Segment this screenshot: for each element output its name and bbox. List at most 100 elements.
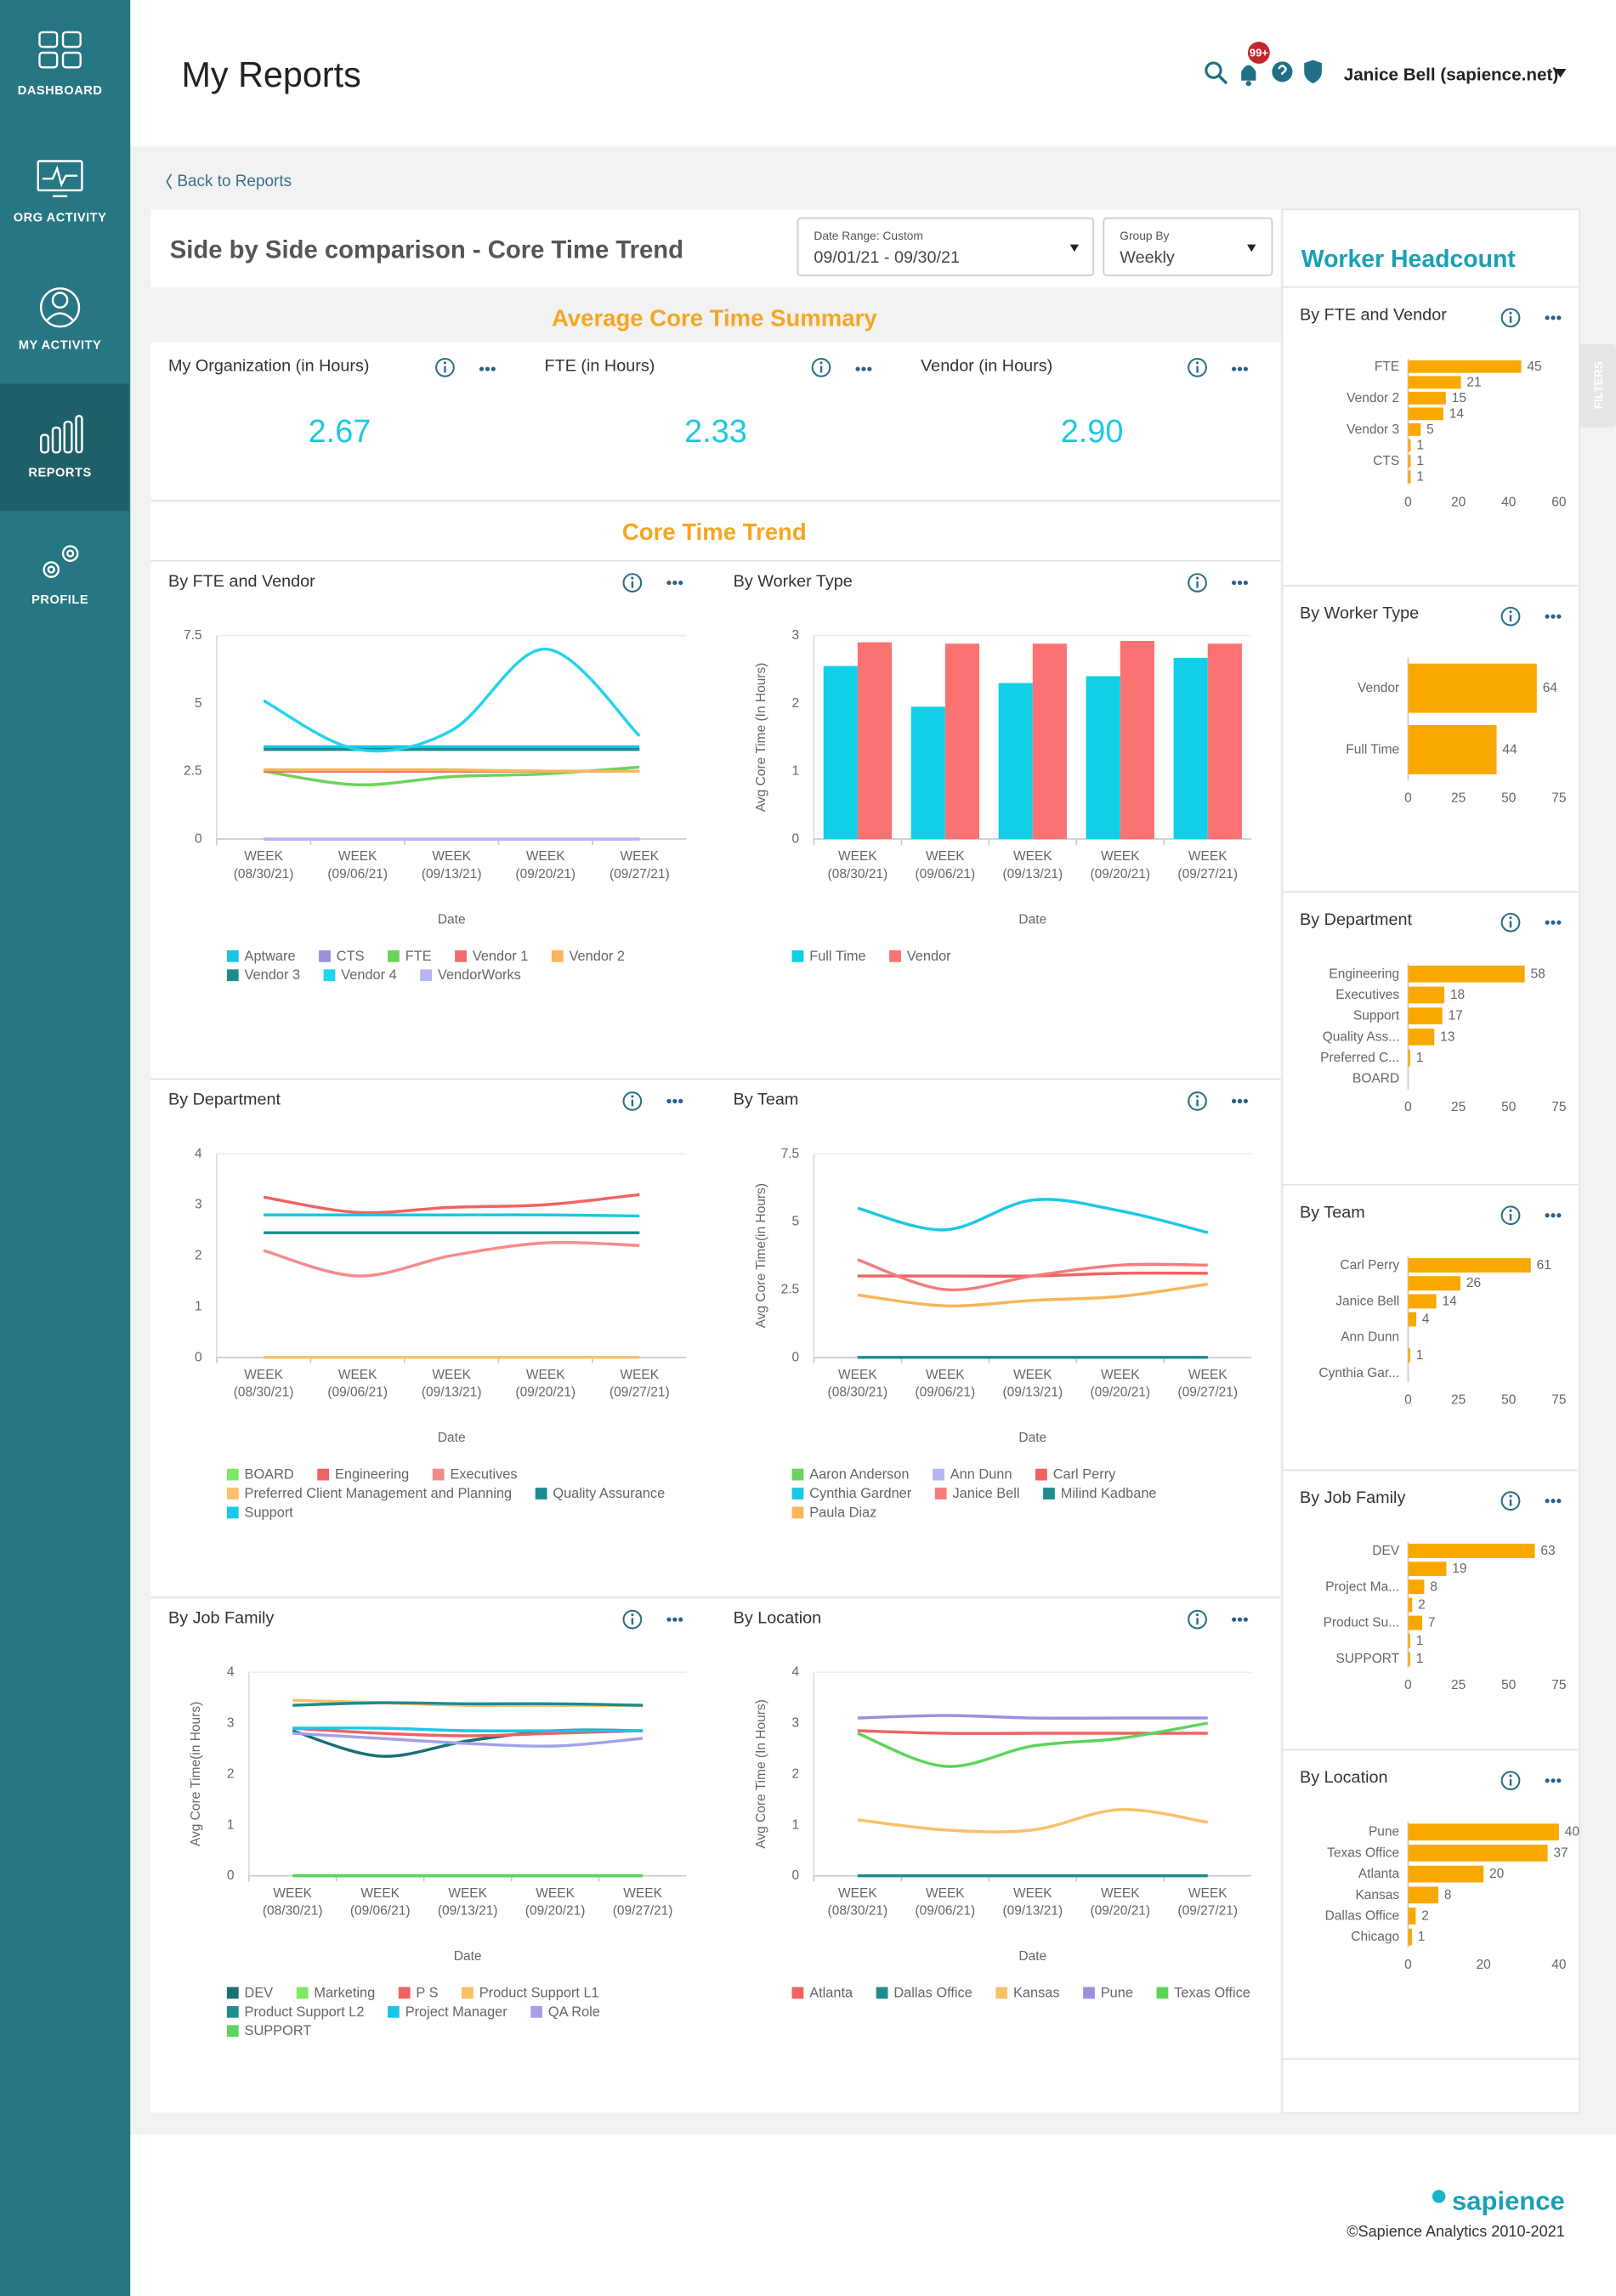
legend-label[interactable]: Product Support L1 (479, 1985, 599, 2000)
legend-label[interactable]: Engineering (335, 1467, 409, 1482)
menu-dot[interactable] (1237, 1617, 1243, 1622)
menu-dot[interactable] (666, 1098, 672, 1103)
legend-label[interactable]: Milind Kadbane (1061, 1486, 1157, 1501)
menu-dot[interactable] (1556, 614, 1562, 619)
legend-label[interactable]: Vendor 2 (570, 949, 625, 964)
legend-label[interactable]: Aaron Anderson (809, 1467, 909, 1482)
menu-dot[interactable] (1237, 366, 1243, 371)
info-icon[interactable] (1188, 357, 1207, 377)
menu-dot[interactable] (1551, 614, 1556, 619)
info-icon[interactable] (1188, 573, 1207, 592)
legend-label[interactable]: Product Support L2 (245, 2004, 365, 2020)
header-icons[interactable] (1205, 60, 1322, 87)
menu-dot[interactable] (1545, 1499, 1550, 1504)
menu-dot[interactable] (1243, 366, 1248, 371)
legend-label[interactable]: VendorWorks (438, 967, 521, 983)
menu-dot[interactable] (1545, 315, 1550, 320)
info-icon[interactable] (1500, 308, 1521, 328)
legend-label[interactable]: Vendor 1 (473, 949, 528, 964)
menu-dot[interactable] (1545, 1213, 1550, 1218)
menu-dot[interactable] (666, 1617, 672, 1622)
legend-label[interactable]: Carl Perry (1053, 1467, 1116, 1482)
menu-dot[interactable] (1551, 1499, 1556, 1504)
menu-dot[interactable] (1545, 614, 1550, 619)
legend-label[interactable]: Aptware (245, 949, 296, 964)
menu-dot[interactable] (1243, 1617, 1248, 1622)
menu-dot[interactable] (1243, 581, 1248, 586)
legend-label[interactable]: Quality Assurance (553, 1486, 665, 1501)
nav-item[interactable]: MY ACTIVITY (19, 339, 101, 353)
filters-tab[interactable] (1579, 343, 1616, 428)
legend-label[interactable]: Vendor (907, 949, 951, 964)
legend-label[interactable]: Texas Office (1174, 1985, 1250, 2000)
legend-label[interactable]: Cynthia Gardner (809, 1486, 912, 1501)
menu-dot[interactable] (1551, 920, 1556, 925)
legend-label[interactable]: Marketing (314, 1985, 375, 2000)
info-icon[interactable] (435, 357, 455, 377)
menu-dot[interactable] (1556, 920, 1562, 925)
legend-label[interactable]: Preferred Client Management and Planning (245, 1486, 513, 1501)
menu-dot[interactable] (867, 366, 872, 371)
legend-label[interactable]: CTS (337, 949, 365, 964)
info-icon[interactable] (1500, 1205, 1521, 1226)
menu-dot[interactable] (861, 366, 866, 371)
nav-item[interactable]: ORG ACTIVITY (14, 212, 107, 225)
info-icon[interactable] (1188, 1091, 1207, 1111)
legend-label[interactable]: Ann Dunn (950, 1467, 1012, 1482)
info-icon[interactable] (622, 1609, 643, 1630)
user-name[interactable]: Janice Bell (sapience.net) (1344, 65, 1559, 84)
menu-dot[interactable] (1556, 1499, 1562, 1504)
menu-dot[interactable] (1545, 920, 1550, 925)
menu-dot[interactable] (1237, 581, 1243, 586)
menu-dot[interactable] (1237, 1098, 1243, 1103)
legend-label[interactable]: Executives (450, 1467, 517, 1482)
info-icon[interactable] (1500, 1771, 1521, 1791)
menu-dot[interactable] (1556, 1778, 1562, 1783)
user-caret[interactable] (1554, 68, 1567, 78)
legend-label[interactable]: Pune (1101, 1985, 1133, 2000)
menu-dot[interactable] (1243, 1098, 1248, 1103)
menu-dot[interactable] (1231, 1617, 1237, 1622)
menu-dot[interactable] (678, 1098, 683, 1103)
menu-dot[interactable] (1551, 1213, 1556, 1218)
legend-label[interactable]: BOARD (245, 1467, 294, 1482)
legend-label[interactable]: Full Time (809, 949, 865, 964)
info-icon[interactable] (1500, 606, 1521, 626)
legend-label[interactable]: Project Manager (405, 2004, 508, 2020)
legend-label[interactable]: DEV (245, 1985, 274, 2000)
nav-item[interactable]: REPORTS (28, 466, 91, 479)
legend-label[interactable]: Janice Bell (952, 1486, 1019, 1501)
legend-label[interactable]: Vendor 3 (245, 967, 300, 983)
menu-dot[interactable] (678, 581, 683, 586)
menu-dot[interactable] (1231, 581, 1237, 586)
info-icon[interactable] (811, 357, 831, 377)
menu-dot[interactable] (1556, 1213, 1562, 1218)
legend-label[interactable]: QA Role (548, 2004, 600, 2020)
menu-dot[interactable] (666, 581, 672, 586)
menu-dot[interactable] (1231, 1098, 1237, 1103)
menu-dot[interactable] (1231, 366, 1237, 371)
back-icon[interactable] (166, 173, 173, 190)
back-link[interactable]: Back to Reports (177, 173, 292, 190)
menu-dot[interactable] (1551, 1778, 1556, 1783)
legend-label[interactable]: Vendor 4 (341, 967, 396, 983)
date-range-select[interactable] (797, 217, 1095, 276)
menu-dot[interactable] (672, 1098, 678, 1103)
legend-label[interactable]: FTE (405, 949, 432, 964)
menu-dot[interactable] (485, 366, 490, 371)
menu-dot[interactable] (678, 1617, 683, 1622)
menu-dot[interactable] (1556, 315, 1562, 320)
group-by-select[interactable] (1103, 217, 1273, 276)
info-icon[interactable] (622, 573, 643, 592)
menu-dot[interactable] (672, 1617, 678, 1622)
filters-label[interactable]: FILTERS (1592, 361, 1605, 409)
nav-item[interactable]: DASHBOARD (18, 84, 103, 98)
info-icon[interactable] (622, 1091, 643, 1111)
legend-label[interactable]: Paula Diaz (809, 1505, 876, 1520)
legend-label[interactable]: P S (416, 1985, 438, 2000)
legend-label[interactable]: Dallas Office (893, 1985, 972, 2000)
legend-label[interactable]: Support (245, 1505, 294, 1520)
menu-dot[interactable] (855, 366, 860, 371)
legend-label[interactable]: SUPPORT (245, 2023, 312, 2038)
info-icon[interactable] (1188, 1609, 1207, 1630)
